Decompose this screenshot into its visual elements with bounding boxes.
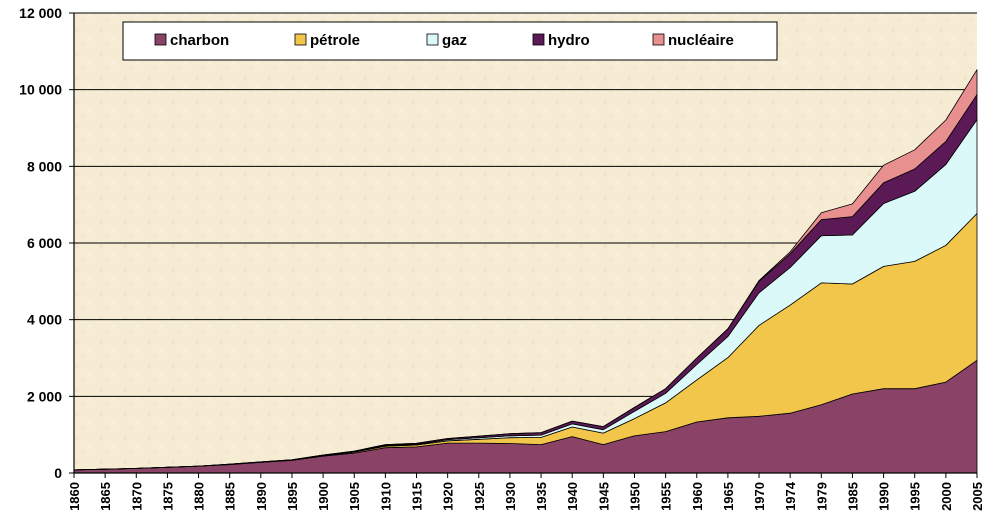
x-tick-label: 1979 — [814, 482, 829, 511]
legend-swatch-nucléaire — [652, 33, 665, 46]
legend-label-charbon: charbon — [170, 32, 229, 49]
legend-label-pétrole: pétrole — [310, 32, 360, 49]
legend-swatch-pétrole — [294, 33, 307, 46]
x-tick-label: 1870 — [129, 482, 144, 511]
x-tick-label: 2000 — [939, 482, 954, 511]
x-tick-label: 1885 — [223, 482, 238, 511]
x-tick-label: 1945 — [596, 482, 611, 511]
x-tick-label: 1960 — [690, 482, 705, 511]
x-tick-label: 1920 — [441, 482, 456, 511]
x-tick-label: 1860 — [67, 482, 82, 511]
x-tick-label: 1974 — [783, 481, 798, 511]
x-tick-label: 1865 — [98, 482, 113, 511]
x-tick-label: 1965 — [721, 482, 736, 511]
x-tick-label: 1910 — [378, 482, 393, 511]
legend-swatch-hydro — [532, 33, 545, 46]
legend-label-gaz: gaz — [442, 32, 467, 49]
x-tick-label: 1970 — [752, 482, 767, 511]
x-tick-label: 1880 — [192, 482, 207, 511]
y-tick-labels: 0 2 000 4 000 6 000 8 000 10 000 12 000 — [19, 5, 62, 481]
axes — [69, 12, 978, 478]
legend-label-nucléaire: nucléaire — [668, 32, 734, 49]
x-tick-label: 1900 — [316, 482, 331, 511]
y-tick-label: 2 000 — [27, 388, 62, 404]
y-tick-label: 0 — [54, 465, 62, 481]
x-tick-label: 1950 — [627, 482, 642, 511]
x-tick-label: 1890 — [254, 482, 269, 511]
x-tick-label: 1905 — [347, 482, 362, 511]
x-tick-label: 1995 — [908, 482, 923, 511]
x-tick-label: 1875 — [160, 482, 175, 511]
x-tick-labels: 1860 1865 1870 1875 1880 1885 1890 1895 1900 1905… — [67, 481, 985, 511]
x-tick-label: 1940 — [565, 482, 580, 511]
legend-box — [122, 21, 778, 61]
area-series-nucléaire — [73, 69, 978, 471]
x-tick-label: 1985 — [845, 482, 860, 511]
legend-swatch-charbon — [154, 33, 167, 46]
y-tick-label: 12 000 — [19, 5, 62, 21]
legend-swatch-gaz — [426, 33, 439, 46]
y-tick-label: 6 000 — [27, 235, 62, 251]
x-tick-label: 2005 — [970, 482, 985, 511]
x-tick-label: 1930 — [503, 482, 518, 511]
y-tick-label: 8 000 — [27, 158, 62, 174]
x-tick-label: 1925 — [472, 482, 487, 511]
legend: charbon pétrole gaz hydro nucléaire — [122, 21, 778, 61]
y-tick-label: 4 000 — [27, 312, 62, 328]
legend-label-hydro: hydro — [548, 32, 590, 49]
gridlines — [74, 12, 977, 397]
x-tick-label: 1955 — [659, 482, 674, 511]
x-tick-label: 1895 — [285, 482, 300, 511]
x-tick-label: 1915 — [410, 482, 425, 511]
x-tick-label: 1990 — [877, 482, 892, 511]
x-tick-label: 1935 — [534, 482, 549, 511]
y-tick-label: 10 000 — [19, 82, 62, 98]
